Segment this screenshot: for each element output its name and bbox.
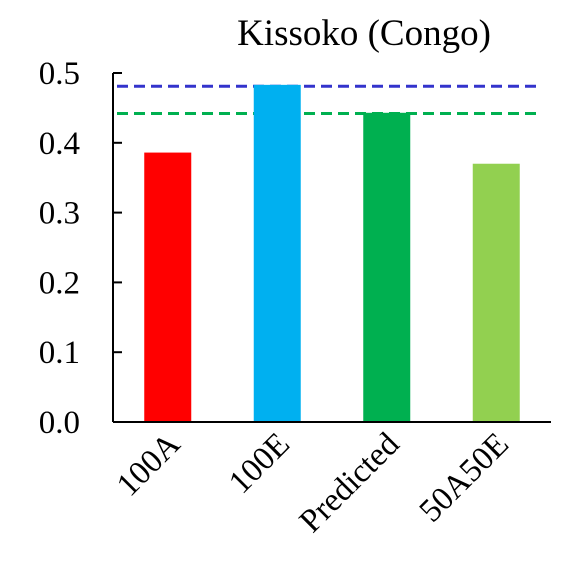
y-tick-label: 0.3 — [39, 196, 80, 232]
bars — [144, 84, 520, 423]
y-tick-label: 0.1 — [39, 335, 80, 371]
bar-predicted — [363, 112, 411, 422]
x-tick-label: Predicted — [293, 426, 407, 540]
y-axis-ticks: 0.0 0.1 0.2 0.3 0.4 0.5 — [39, 56, 122, 441]
y-tick-label: 0.4 — [39, 126, 80, 162]
axes — [112, 73, 551, 423]
x-tick-label: 100E — [222, 426, 297, 501]
y-tick-label: 0.2 — [39, 265, 80, 301]
bar-100e — [253, 84, 301, 422]
x-tick-label: 50A50E — [413, 426, 516, 529]
chart-title: Kissoko (Congo) — [237, 13, 491, 54]
reference-lines — [117, 84, 539, 115]
bar-100a — [144, 152, 192, 422]
y-tick-label: 0.0 — [39, 405, 80, 441]
x-tick-label: 100A — [110, 426, 187, 503]
y-tick-label: 0.5 — [39, 56, 80, 92]
bar-50a50e — [472, 163, 520, 423]
